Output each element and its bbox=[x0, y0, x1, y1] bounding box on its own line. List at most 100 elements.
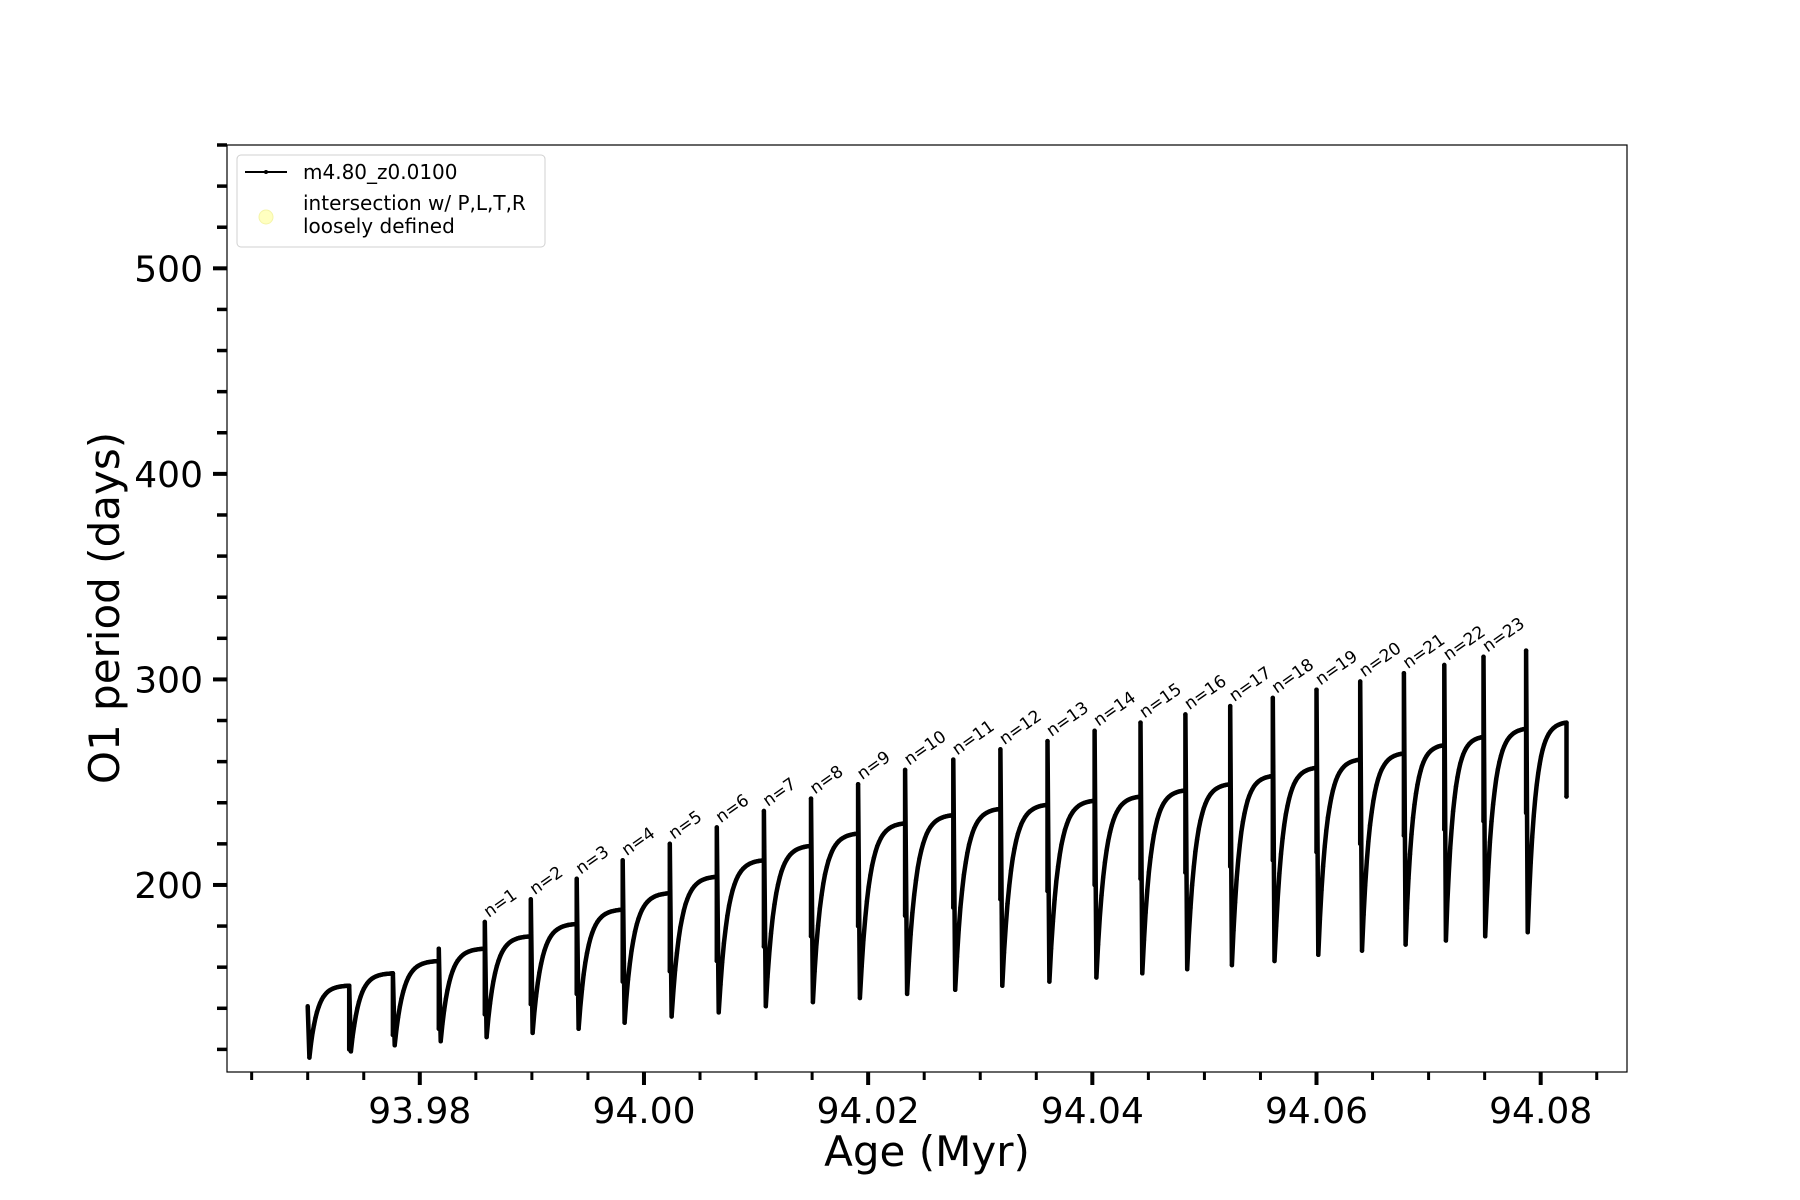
series-point bbox=[1418, 769, 1423, 774]
series-point bbox=[821, 881, 826, 886]
series-point bbox=[482, 946, 487, 951]
series-point bbox=[489, 989, 494, 994]
legend-label-intersection-line1: intersection w/ P,L,T,R bbox=[303, 191, 526, 215]
series-point bbox=[1333, 778, 1339, 783]
series-point bbox=[1531, 813, 1536, 819]
series-point bbox=[763, 1004, 768, 1009]
series-point bbox=[443, 997, 448, 1002]
x-tick-label: 94.00 bbox=[592, 1091, 695, 1132]
series-point bbox=[1364, 859, 1370, 864]
series-point bbox=[672, 968, 678, 973]
series-point bbox=[399, 996, 404, 1001]
series-point bbox=[1148, 854, 1153, 860]
series-point bbox=[486, 1016, 491, 1021]
series-point bbox=[1445, 901, 1450, 906]
series-point bbox=[966, 842, 972, 847]
series-point bbox=[625, 977, 631, 982]
series-point bbox=[622, 1020, 627, 1025]
series-point bbox=[1014, 838, 1019, 843]
series-point bbox=[1047, 979, 1052, 984]
series-point bbox=[1059, 842, 1064, 847]
series-point bbox=[1094, 975, 1099, 980]
series-point bbox=[1446, 870, 1452, 876]
series-point bbox=[307, 1055, 312, 1060]
series-point bbox=[1458, 761, 1463, 766]
series-point bbox=[1530, 834, 1535, 840]
series-point bbox=[620, 979, 625, 984]
series-point bbox=[1064, 822, 1070, 827]
series-point bbox=[397, 1004, 402, 1010]
series-point bbox=[1104, 848, 1109, 853]
series-point bbox=[902, 821, 908, 826]
series-point bbox=[1416, 775, 1422, 780]
series-point bbox=[1450, 808, 1456, 814]
series-point bbox=[402, 983, 408, 989]
series-point bbox=[1199, 811, 1205, 817]
series-point bbox=[1111, 818, 1116, 823]
series-point bbox=[679, 916, 685, 921]
series-point bbox=[1153, 824, 1158, 829]
series-point bbox=[390, 971, 396, 976]
series-point bbox=[1201, 806, 1206, 811]
series-point bbox=[908, 932, 913, 937]
series-point bbox=[822, 872, 828, 877]
series-point bbox=[1327, 804, 1332, 810]
series-point bbox=[761, 944, 767, 949]
series-point bbox=[1097, 915, 1103, 920]
series-point bbox=[815, 923, 821, 928]
series-point bbox=[855, 923, 861, 929]
series-point bbox=[350, 1035, 355, 1040]
series-point bbox=[1540, 747, 1545, 753]
series-point bbox=[1443, 938, 1449, 943]
legend-label-intersection-line2: loosely defined bbox=[303, 214, 455, 238]
series-point bbox=[1320, 864, 1326, 869]
series-point bbox=[1401, 671, 1407, 676]
series-point bbox=[1325, 815, 1331, 820]
series-point bbox=[528, 934, 533, 939]
y-tick-label: 500 bbox=[134, 249, 203, 290]
series-point bbox=[1194, 837, 1200, 842]
series-point bbox=[808, 843, 814, 849]
series-point bbox=[316, 1004, 321, 1010]
series-point bbox=[723, 926, 728, 931]
series-point bbox=[1015, 831, 1021, 837]
series-point bbox=[436, 946, 441, 951]
series-point bbox=[308, 1042, 314, 1047]
series-point bbox=[1533, 796, 1538, 802]
series-point bbox=[951, 812, 956, 818]
x-tick-label: 94.08 bbox=[1489, 1091, 1592, 1132]
series-point bbox=[494, 964, 499, 969]
series-point bbox=[574, 991, 579, 997]
series-point bbox=[545, 939, 551, 944]
series-point bbox=[917, 856, 922, 861]
series-point bbox=[1317, 917, 1323, 922]
series-point bbox=[1232, 900, 1238, 905]
series-point bbox=[360, 990, 365, 995]
series-point bbox=[445, 987, 450, 993]
series-point bbox=[963, 860, 968, 865]
series-point bbox=[859, 964, 864, 969]
series-point bbox=[538, 961, 544, 966]
legend: m4.80_z0.0100 intersection w/ P,L,T,R lo… bbox=[236, 154, 546, 248]
series-point bbox=[958, 905, 963, 910]
series-point bbox=[1186, 933, 1192, 938]
series-point bbox=[1196, 826, 1201, 832]
series-point bbox=[1459, 756, 1465, 761]
series-point bbox=[714, 825, 719, 830]
series-point bbox=[1183, 870, 1188, 875]
series-point bbox=[915, 866, 920, 871]
series-point bbox=[394, 1027, 399, 1033]
series-point bbox=[824, 864, 829, 870]
series-point bbox=[1461, 752, 1466, 757]
series-point bbox=[951, 757, 956, 762]
series-point bbox=[685, 897, 690, 902]
series-point bbox=[447, 980, 452, 985]
series-point bbox=[676, 936, 681, 942]
series-point bbox=[533, 994, 539, 999]
series-point bbox=[953, 987, 958, 992]
series-point bbox=[1183, 712, 1188, 717]
series-point bbox=[1270, 695, 1276, 701]
series-point bbox=[826, 858, 831, 863]
series-point bbox=[781, 864, 786, 869]
